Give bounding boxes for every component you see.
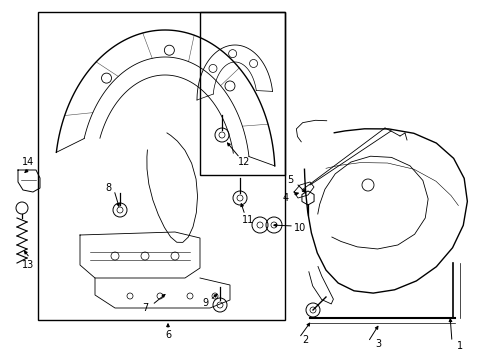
Text: 14: 14 <box>22 157 34 167</box>
Text: 13: 13 <box>22 260 34 270</box>
Text: 6: 6 <box>164 330 171 340</box>
Text: 7: 7 <box>142 303 148 313</box>
Text: 8: 8 <box>105 183 111 193</box>
Text: 2: 2 <box>301 335 307 345</box>
Text: 5: 5 <box>286 175 292 185</box>
Text: 11: 11 <box>242 215 254 225</box>
Text: 12: 12 <box>237 157 250 167</box>
Text: 10: 10 <box>293 223 305 233</box>
Text: 9: 9 <box>202 298 207 308</box>
Bar <box>200 12 285 175</box>
Text: 1: 1 <box>456 341 462 351</box>
Text: 3: 3 <box>374 339 380 349</box>
Text: 4: 4 <box>283 193 288 203</box>
Bar <box>38 12 285 320</box>
